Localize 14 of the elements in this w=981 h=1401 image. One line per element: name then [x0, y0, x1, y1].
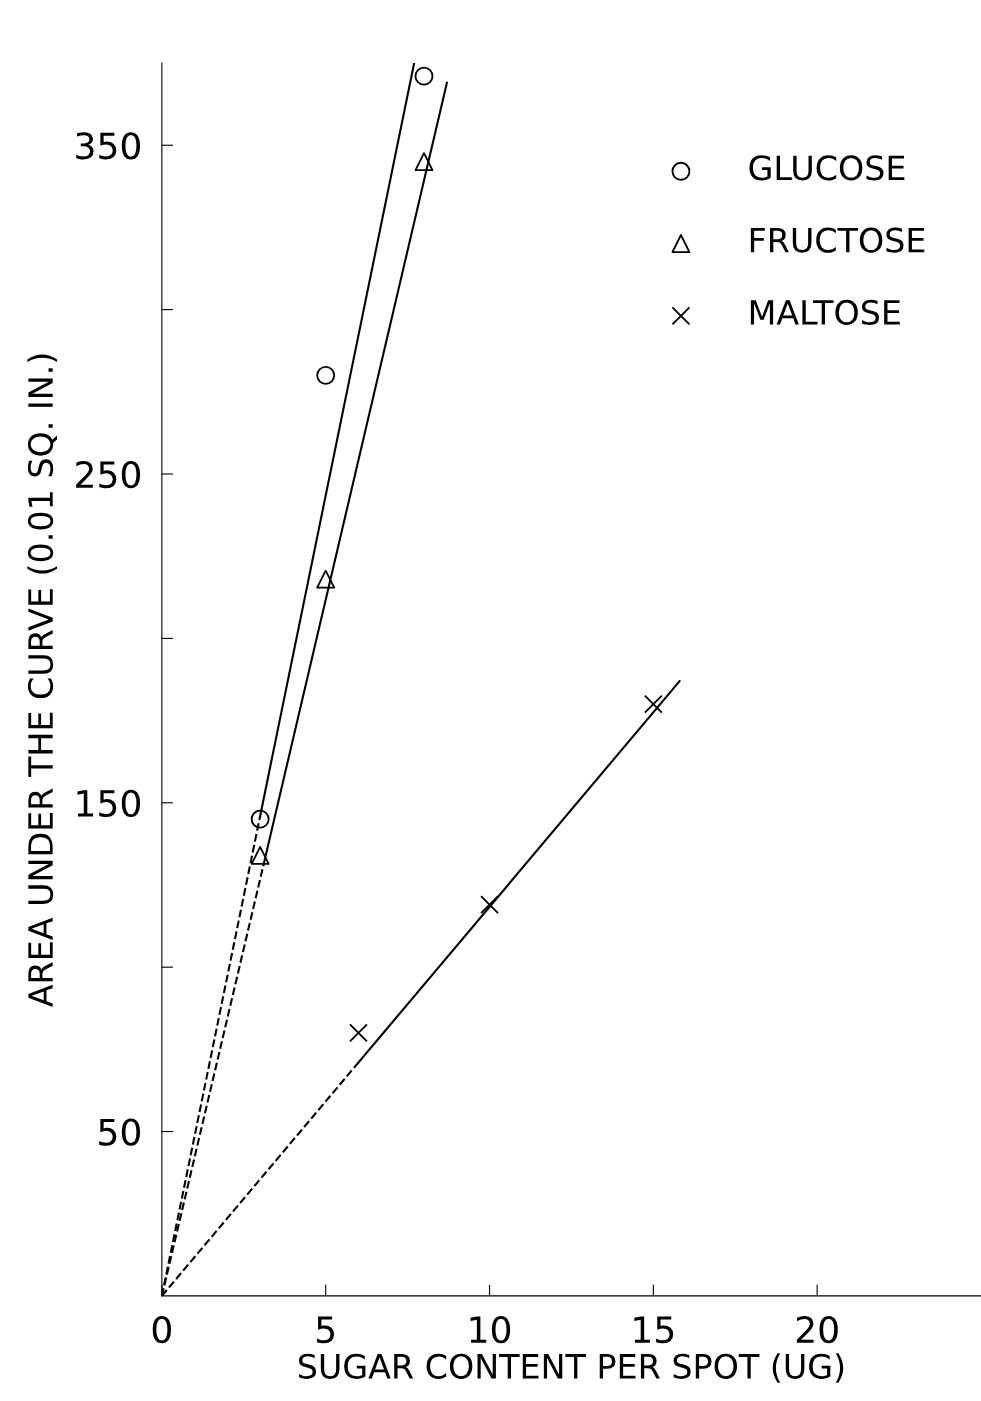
x-tick-label: 5 — [316, 1316, 335, 1344]
x-tick-label: 0 — [152, 1316, 171, 1344]
legend-label: GLUCOSE — [749, 155, 905, 181]
y-tick-label: 150 — [77, 789, 141, 818]
x-tick-label: 10 — [470, 1316, 511, 1344]
x-tick-label: 20 — [796, 1316, 838, 1344]
legend-label: MALTOSE — [750, 299, 900, 326]
y-tick-label: 350 — [76, 132, 141, 160]
y-tick-label: 50 — [99, 1118, 141, 1146]
legend-label: FRUCTOSE — [750, 227, 925, 253]
x-tick-label: 15 — [634, 1316, 674, 1344]
x-axis-title: SUGAR CONTENT PER SPOT (UG) — [298, 1353, 844, 1383]
y-axis-title: AREA UNDER THE CURVE (0.01 SQ. IN.) — [27, 354, 58, 1007]
y-tick-label: 250 — [76, 460, 141, 489]
